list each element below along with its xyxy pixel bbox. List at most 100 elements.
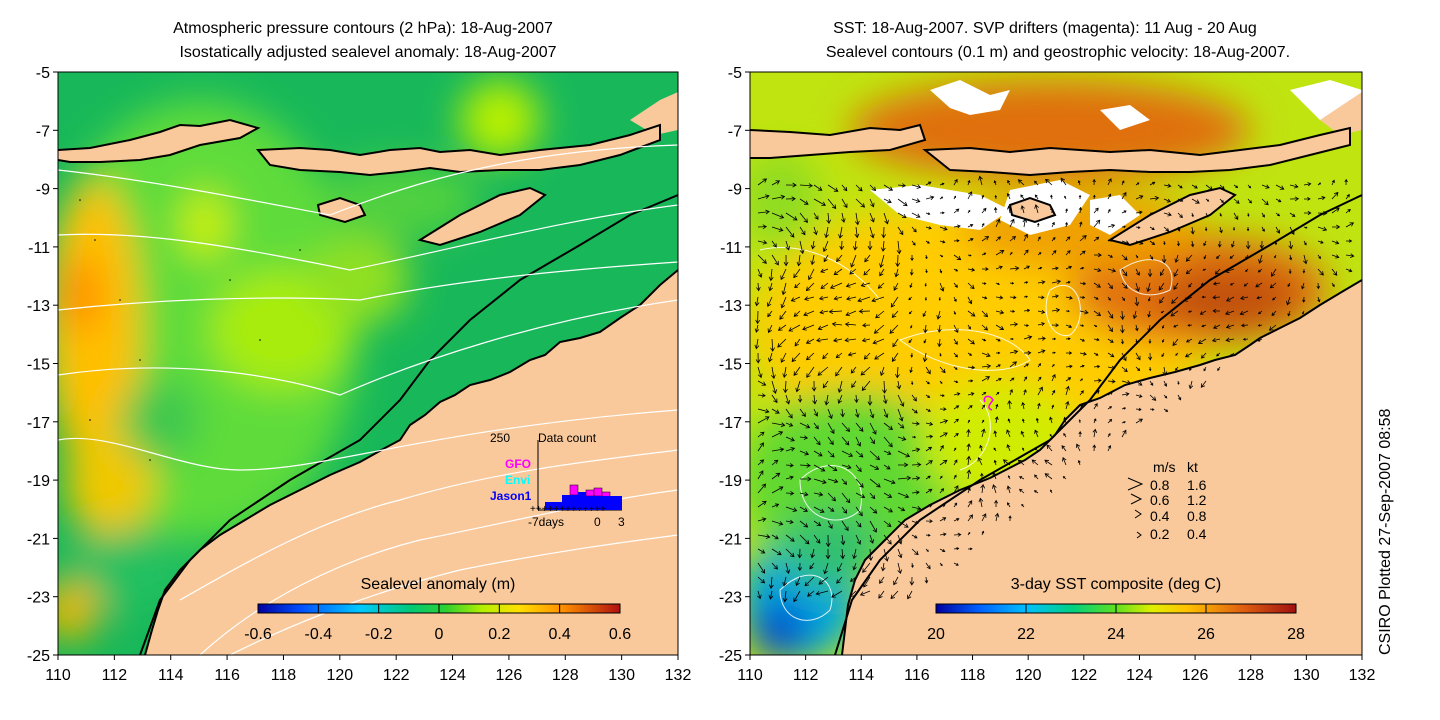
right-lat-tick-label: -21 [719,531,742,548]
velocity-arrow [862,562,871,573]
velocity-arrow [1107,239,1114,242]
velocity-arrow [981,207,987,214]
velocity-arrow [799,226,806,236]
velocity-arrow [796,254,802,267]
velocity-arrow [1188,380,1194,390]
right-colorbar: 3-day SST composite (deg C) 20 22 24 26 28 [927,576,1305,643]
velocity-arrow [1079,295,1086,299]
velocity-arrow [835,352,843,359]
velocity-arrow [992,472,997,480]
velocity-arrow [993,206,998,214]
velocity-arrow [797,562,803,572]
velocity-arrow [1205,184,1213,191]
velocity-arrow [827,184,839,192]
velocity-arrow [799,491,809,497]
velocity-arrow [1023,323,1030,327]
velocity-arrow [1044,459,1053,466]
velocity-arrow [1107,433,1111,438]
velocity-arrow [835,366,843,377]
velocity-arrow [1037,280,1046,285]
velocity-arrow [841,492,851,504]
velocity-arrow [897,548,903,559]
velocity-arrow [1044,178,1053,186]
velocity-arrow [939,562,943,567]
velocity-arrow [1317,296,1321,303]
velocity-arrow [869,492,876,500]
velocity-arrow [1216,254,1221,259]
velocity-arrow [757,483,767,494]
velocity-arrow [780,352,787,363]
velocity-arrow [1149,212,1154,215]
velocity-arrow [855,436,862,447]
right-colorbar-tick-label: 28 [1287,626,1305,643]
velocity-arrow [1107,418,1113,424]
velocity-arrow [1093,207,1099,214]
velocity-arrow [1135,324,1139,332]
velocity-arrow [1331,282,1335,288]
velocity-arrow [1345,268,1353,273]
left-lat-tick-label: -13 [27,298,50,315]
velocity-arrow [881,226,887,239]
data-count-inset: 250 Data count +++++++++++++ GFO Envi Ja… [490,431,625,529]
left-lat-tick-label: -17 [27,415,50,432]
velocity-arrow [1289,196,1300,202]
velocity-arrow [1132,310,1138,320]
velocity-arrow [1023,389,1027,396]
velocity-arrow [797,548,803,559]
velocity-arrow [799,240,805,255]
left-colorbar-ticks: -0.6 -0.4 -0.2 0 0.2 0.4 0.6 [244,604,631,643]
velocity-arrow [829,282,843,289]
velocity-arrow [953,178,958,186]
velocity-arrow [757,178,768,186]
velocity-arrow [1051,351,1056,354]
velocity-arrow [1077,459,1081,466]
velocity-arrow [981,222,985,228]
right-title-line1: SST: 18-Aug-2007. SVP drifters (magenta)… [833,20,1257,37]
velocity-arrow [756,282,761,292]
velocity-arrow [813,464,826,472]
velocity-arrow [799,212,808,223]
velocity-arrow [861,337,871,343]
velocity-arrow [844,321,857,327]
right-lon-tick-label: 112 [793,667,819,684]
velocity-arrow [785,548,795,558]
velocity-arrow [1185,268,1193,275]
data-count-max-label: 250 [490,431,510,445]
velocity-arrow [864,254,871,263]
velocity-arrow [1177,212,1183,219]
velocity-arrow [1121,268,1128,277]
velocity-arrow [1065,351,1073,355]
velocity-arrow [1037,336,1046,341]
velocity-arrow [993,447,997,452]
velocity-arrow [897,183,907,188]
velocity-arrow [1163,183,1172,188]
velocity-arrow [1147,324,1152,333]
velocity-arrow [1022,418,1025,424]
right-lon-tick-label: 126 [1182,667,1209,684]
right-colorbar-ticks: 20 22 24 26 28 [927,604,1305,643]
velocity-arrow [1079,338,1085,342]
velocity-arrow [1007,418,1011,424]
left-lat-axis: -5 -7 -9 -11 -13 -15 -17 -19 -21 -23 -25 [27,65,58,665]
velocity-arrow [1065,364,1073,369]
velocity-arrow [1149,380,1154,386]
velocity-arrow [1065,377,1072,382]
count-bar [562,495,570,510]
velocity-arrow [911,534,918,539]
velocity-arrow [953,405,960,410]
velocity-arrow [869,534,875,544]
velocity-arrow [1147,310,1152,318]
velocity-arrow [967,365,976,370]
velocity-arrow [1274,240,1278,246]
velocity-arrow [771,459,779,466]
velocity-arrow [1121,421,1126,424]
velocity-arrow [1185,338,1193,343]
velocity-arrow [1163,408,1169,412]
velocity-arrow [980,472,984,480]
velocity-arrow [1163,212,1172,217]
velocity-arrow [995,282,1000,285]
velocity-arrow [1317,268,1324,276]
velocity-arrow [911,198,921,203]
velocity-arrow [911,490,920,495]
velocity-arrow [882,394,888,405]
